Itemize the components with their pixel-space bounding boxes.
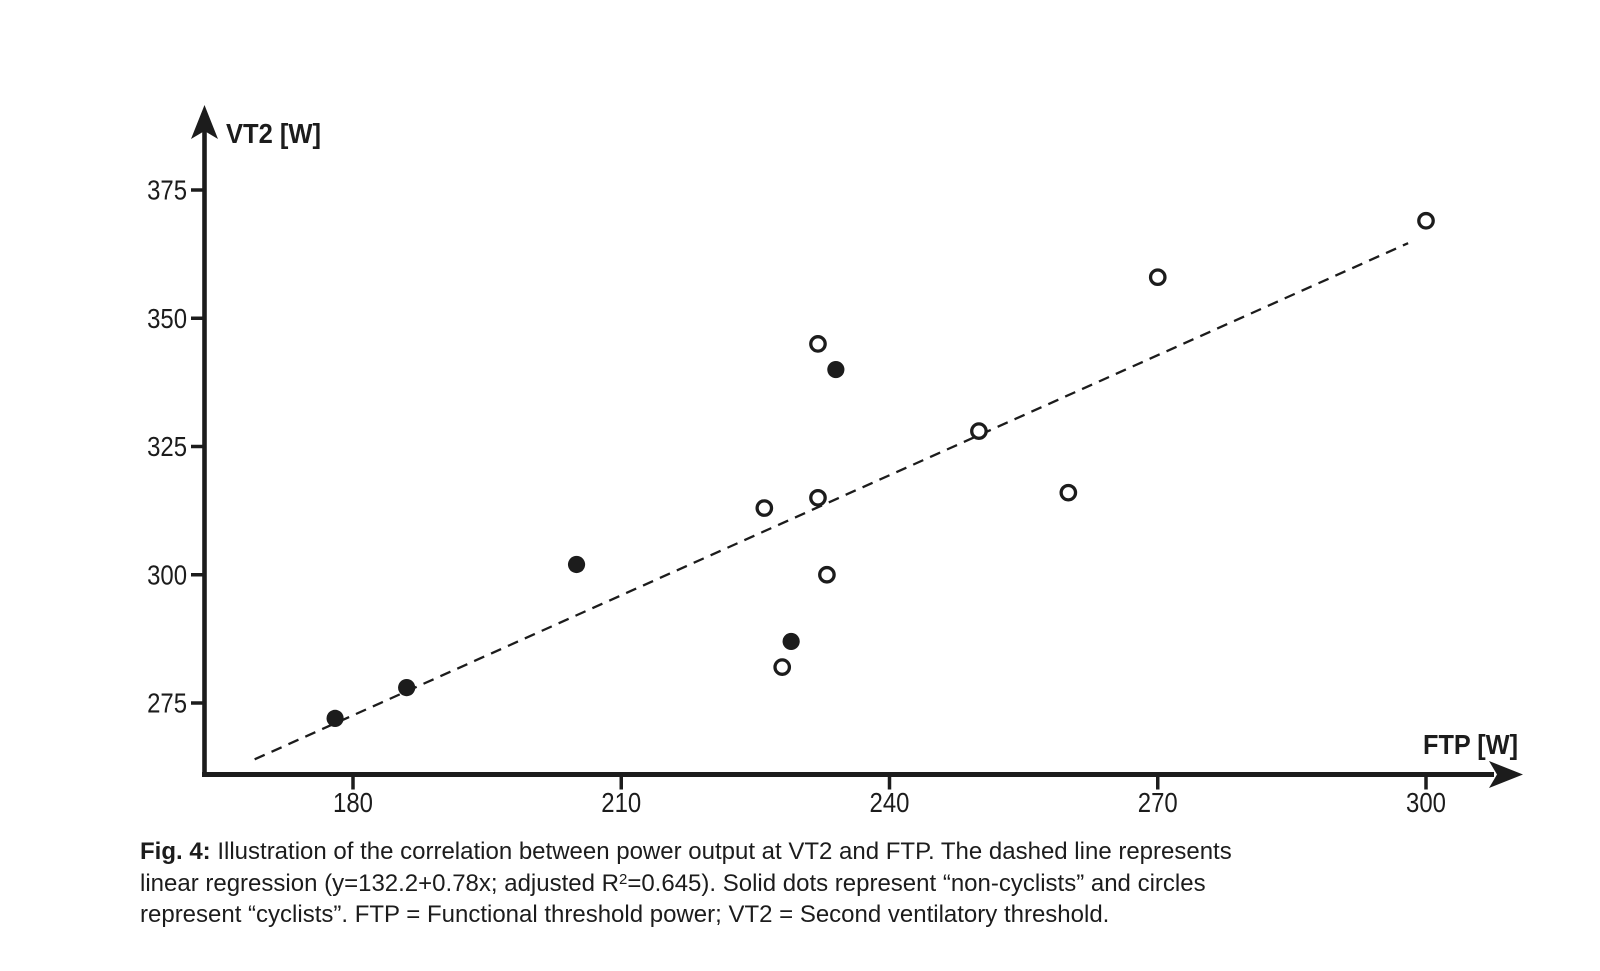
- caption-text-2b: =0.645). Solid dots represent “non-cycli…: [627, 869, 1206, 897]
- y-tick-label: 300: [147, 559, 187, 590]
- caption-superscript-2: 2: [618, 870, 628, 888]
- data-point-non-cyclist: [567, 555, 586, 574]
- data-point-cyclist: [818, 565, 836, 584]
- caption-text-2a: linear regression (y=132.2+0.78x; adjust…: [140, 869, 619, 897]
- data-point-non-cyclist: [827, 360, 845, 379]
- y-axis-title: VT2 [W]: [226, 118, 321, 149]
- data-point-cyclist: [1059, 483, 1078, 502]
- y-tick-label: 275: [147, 688, 187, 719]
- y-tick-label: 350: [147, 303, 187, 334]
- caption-line-2: linear regression (y=132.2+0.78x; adjust…: [140, 868, 1232, 900]
- data-point-cyclist: [755, 499, 774, 517]
- data-point-cyclist: [809, 488, 827, 507]
- x-tick-label: 180: [333, 787, 373, 818]
- scatter-plot: 375 350 325 300 275 180 210 240 270 300 VT2 [W] F…: [147, 105, 1523, 818]
- x-axis-title: FTP [W]: [1423, 729, 1518, 760]
- data-point-cyclist: [1417, 211, 1435, 230]
- caption-text-1: Illustration of the correlation between …: [210, 838, 1232, 865]
- x-tick-label: 270: [1138, 787, 1178, 818]
- x-axis-arrow-icon: [1489, 761, 1523, 788]
- plot-generated-layer: 375 350 325 300 275 180 210 240 270 300: [147, 105, 1523, 818]
- figure-caption: Fig. 4: Illustration of the correlation …: [140, 836, 1232, 931]
- x-tick-label: 240: [870, 787, 910, 818]
- y-tick-label: 375: [147, 175, 187, 206]
- data-point-cyclist: [1148, 268, 1167, 287]
- caption-line-1: Fig. 4: Illustration of the correlation …: [140, 836, 1232, 868]
- data-point-cyclist: [970, 422, 988, 440]
- caption-text-3: represent “cyclists”. FTP = Functional t…: [140, 901, 1110, 928]
- x-tick-label: 300: [1406, 787, 1446, 818]
- y-tick-label: 325: [147, 431, 187, 462]
- caption-line-3: represent “cyclists”. FTP = Functional t…: [140, 899, 1232, 931]
- y-axis-arrow-icon: [191, 105, 218, 139]
- data-point-cyclist: [773, 658, 792, 676]
- figure-label: Fig. 4:: [140, 838, 211, 865]
- data-point-non-cyclist: [326, 709, 344, 727]
- regression-line: [254, 242, 1409, 761]
- x-tick-label: 210: [601, 787, 641, 818]
- data-point-cyclist: [809, 335, 827, 353]
- data-point-non-cyclist: [782, 632, 800, 651]
- data-point-non-cyclist: [398, 679, 416, 697]
